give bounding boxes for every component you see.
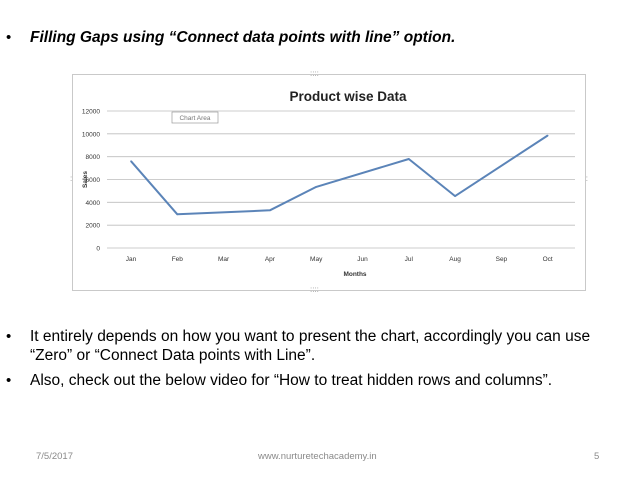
x-tick-label: Apr xyxy=(265,256,276,263)
data-point xyxy=(269,209,271,212)
chart-area-tooltip-box xyxy=(171,111,219,124)
x-tick-label: May xyxy=(310,256,323,263)
bullet-symbol: • xyxy=(6,29,12,46)
y-tick-label: 12000 xyxy=(82,109,100,116)
chart-title: Product wise Data xyxy=(289,89,407,104)
x-tick-label: Feb xyxy=(172,256,184,263)
y-tick-label: 2000 xyxy=(86,223,101,230)
bullet-hidden-rows: • Also, check out the below video for “H… xyxy=(6,371,631,390)
bullet-present-chart: • It entirely depends on how you want to… xyxy=(6,327,631,365)
y-tick-label: 10000 xyxy=(82,131,100,138)
bullet-symbol: • xyxy=(6,328,12,345)
resize-handle-right[interactable]: : xyxy=(585,174,588,183)
footer-website: www.nurturetechacademy.in xyxy=(258,451,377,462)
resize-handle-top[interactable]: :::: xyxy=(310,69,319,78)
x-tick-label: Aug xyxy=(449,256,461,263)
data-point xyxy=(130,160,132,163)
y-axis-label: Sales xyxy=(82,171,89,188)
data-point xyxy=(176,213,179,216)
y-tick-label: 0 xyxy=(96,246,100,253)
footer-page-number: 5 xyxy=(594,451,600,462)
chart-area-tooltip: Chart Area xyxy=(179,115,210,122)
x-axis-label: Months xyxy=(343,271,366,278)
bullet-text: Filling Gaps using “Connect data points … xyxy=(30,29,456,46)
bullet-symbol: • xyxy=(6,372,12,389)
x-tick-label: Sep xyxy=(496,256,508,263)
line-chart: Product wise Data 0 2000 4000 6000 8000 10000 1… xyxy=(82,89,575,278)
resize-handle-left[interactable]: : xyxy=(70,174,73,183)
x-tick-label: Jun xyxy=(357,256,368,263)
y-tick-label: 8000 xyxy=(86,154,101,161)
footer-date: 7/5/2017 xyxy=(36,451,73,462)
data-point xyxy=(454,195,456,197)
bullet-text: It entirely depends on how you want to p… xyxy=(30,328,591,364)
x-tick-label: Mar xyxy=(218,256,230,263)
x-tick-label: Oct xyxy=(543,256,553,263)
data-point xyxy=(315,186,317,188)
resize-handle-bottom[interactable]: :::: xyxy=(310,285,319,294)
y-tick-label: 6000 xyxy=(86,177,101,184)
x-tick-label: Jan xyxy=(126,256,137,263)
bullet-filling-gaps: • Filling Gaps using “Connect data point… xyxy=(6,28,455,47)
bullet-text: Also, check out the below video for “How… xyxy=(30,372,553,389)
y-tick-label: 4000 xyxy=(86,200,101,207)
data-point xyxy=(408,158,410,160)
x-tick-label: Jul xyxy=(405,256,414,263)
data-point xyxy=(546,134,549,137)
